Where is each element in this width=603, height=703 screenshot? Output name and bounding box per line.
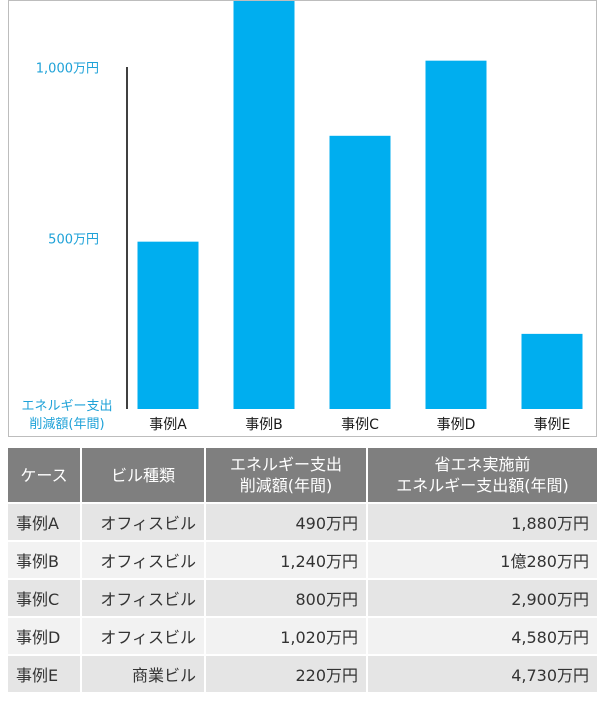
cell-pre-spending: 2,900万円 [368,580,597,618]
cell-savings: 1,240万円 [206,542,368,580]
cell-savings: 490万円 [206,504,368,542]
bar [137,241,199,409]
header-building-type-label: ビル種類 [110,465,175,485]
cell-case: 事例B [8,542,82,580]
cell-case: 事例D [8,618,82,656]
header-savings: エネルギー支出 削減額(年間) [206,448,368,504]
header-savings-line2: 削減額(年間) [239,476,333,495]
x-tick-label: 事例A [149,417,187,433]
savings-table: ケース ビル種類 エネルギー支出 削減額(年間) 省エネ実施前 エネルギー支出額… [8,448,597,694]
cell-building-type: オフィスビル [82,580,206,618]
cell-case: 事例C [8,580,82,618]
cell-building-type: オフィスビル [82,542,206,580]
header-case-label: ケース [20,465,68,485]
header-pre-spending-line1: 省エネ実施前 [434,455,531,474]
table-row: 事例B オフィスビル 1,240万円 1億280万円 [8,542,597,580]
cell-building-type: オフィスビル [82,618,206,656]
cell-pre-spending: 4,580万円 [368,618,597,656]
bar [233,1,295,409]
cell-building-type: 商業ビル [82,656,206,694]
y-tick-label: 1,000万円 [36,62,99,77]
x-tick-label: 事例E [534,417,571,433]
cell-savings: 800万円 [206,580,368,618]
x-tick-label: 事例D [437,417,476,433]
table-row: 事例D オフィスビル 1,020万円 4,580万円 [8,618,597,656]
header-pre-spending-line2: エネルギー支出額(年間) [396,476,569,495]
header-pre-spending: 省エネ実施前 エネルギー支出額(年間) [368,448,597,504]
x-tick-label: 事例B [245,417,283,433]
x-tick-label: 事例C [341,417,379,433]
cell-savings: 1,020万円 [206,618,368,656]
cell-case: 事例A [8,504,82,542]
cell-pre-spending: 1億280万円 [368,542,597,580]
cell-pre-spending: 4,730万円 [368,656,597,694]
table-row: 事例A オフィスビル 490万円 1,880万円 [8,504,597,542]
header-savings-line1: エネルギー支出 [229,455,342,474]
bar-chart-panel: 500万円 1,000万円 エネルギー支出 削減額(年間) 事例A 事例B 事例C 事例D 事例… [8,0,597,437]
bar [329,135,391,410]
bar [521,333,583,409]
cell-savings: 220万円 [206,656,368,694]
cell-pre-spending: 1,880万円 [368,504,597,542]
header-building-type: ビル種類 [82,448,206,504]
bar [425,60,487,410]
table-header-row: ケース ビル種類 エネルギー支出 削減額(年間) 省エネ実施前 エネルギー支出額… [8,448,597,504]
cell-building-type: オフィスビル [82,504,206,542]
y-tick-label: 500万円 [48,232,99,247]
y-axis-title-line: エネルギー支出 [21,399,112,414]
table-row: 事例C オフィスビル 800万円 2,900万円 [8,580,597,618]
header-case: ケース [8,448,82,504]
y-axis-title-line: 削減額(年間) [29,416,104,432]
cell-case: 事例E [8,656,82,694]
table-row: 事例E 商業ビル 220万円 4,730万円 [8,656,597,694]
